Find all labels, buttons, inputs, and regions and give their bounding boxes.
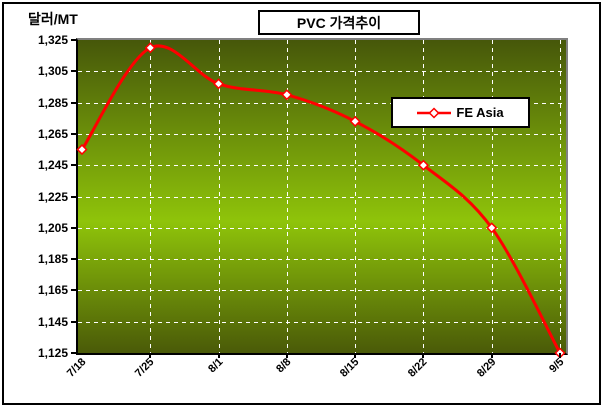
horizontal-gridline xyxy=(78,71,566,73)
vertical-gridline xyxy=(491,40,493,353)
legend-series-label: FE Asia xyxy=(456,105,504,120)
vertical-gridline xyxy=(218,40,220,353)
y-axis-tick-label: 1,325 xyxy=(37,33,68,47)
y-axis-tick xyxy=(71,39,76,41)
x-axis-tick xyxy=(217,353,220,358)
data-point-marker xyxy=(281,89,293,101)
data-point-marker xyxy=(213,78,225,90)
series-line-svg xyxy=(76,42,566,359)
chart-title-box: PVC 가격추이 xyxy=(258,10,420,35)
y-axis-title: 달러/MT xyxy=(28,11,78,27)
y-axis-tick xyxy=(71,132,76,135)
vertical-gridline xyxy=(150,40,152,353)
y-axis-tick-label: 1,185 xyxy=(37,252,68,267)
y-axis-tick-label: 1,165 xyxy=(37,283,68,298)
y-axis-tick-label: 1,245 xyxy=(37,158,68,173)
y-axis-tick-label: 1,125 xyxy=(37,346,68,360)
x-axis-tick xyxy=(285,353,288,358)
y-axis-tick-label: 1,285 xyxy=(37,95,68,110)
legend-box: FE Asia xyxy=(391,97,530,128)
y-axis-tick xyxy=(71,352,76,354)
data-point-marker xyxy=(417,159,429,171)
vertical-gridline xyxy=(286,40,288,353)
y-axis-tick xyxy=(71,226,76,229)
y-axis-tick-label: 1,305 xyxy=(37,64,68,79)
y-axis-tick xyxy=(71,195,76,198)
data-point-marker xyxy=(349,115,361,127)
horizontal-gridline xyxy=(78,290,566,292)
plot-area xyxy=(76,40,566,359)
vertical-gridline xyxy=(355,40,357,353)
y-axis-tick-label: 1,145 xyxy=(37,314,68,329)
data-point-marker xyxy=(76,143,88,156)
horizontal-gridline xyxy=(78,321,566,323)
horizontal-gridline xyxy=(78,227,566,229)
legend-line-marker-icon xyxy=(417,106,452,119)
vertical-gridline xyxy=(423,40,425,353)
y-axis-tick-label: 1,205 xyxy=(37,220,68,235)
horizontal-gridline xyxy=(78,196,566,198)
series-line xyxy=(80,44,562,354)
data-point-marker xyxy=(144,42,156,54)
horizontal-gridline xyxy=(78,102,566,104)
y-axis-tick xyxy=(71,320,76,323)
horizontal-gridline xyxy=(78,133,566,135)
x-axis-tick xyxy=(354,353,357,358)
y-axis-tick xyxy=(71,70,76,73)
chart-title-text: PVC 가격추이 xyxy=(296,14,382,31)
x-axis-tick xyxy=(559,353,561,358)
x-axis-tick xyxy=(422,353,425,358)
y-axis-tick xyxy=(71,164,76,167)
x-axis-tick xyxy=(149,353,152,358)
x-axis-tick xyxy=(490,353,493,358)
horizontal-gridline xyxy=(78,259,566,261)
y-axis-tick-label: 1,265 xyxy=(37,126,68,141)
horizontal-gridline xyxy=(78,165,566,167)
vertical-gridline xyxy=(560,40,561,353)
y-axis-tick xyxy=(71,258,76,261)
y-axis-tick xyxy=(71,289,76,292)
y-axis-tick xyxy=(71,101,76,104)
y-axis-tick-label: 1,225 xyxy=(37,189,68,204)
data-point-marker xyxy=(486,222,498,234)
